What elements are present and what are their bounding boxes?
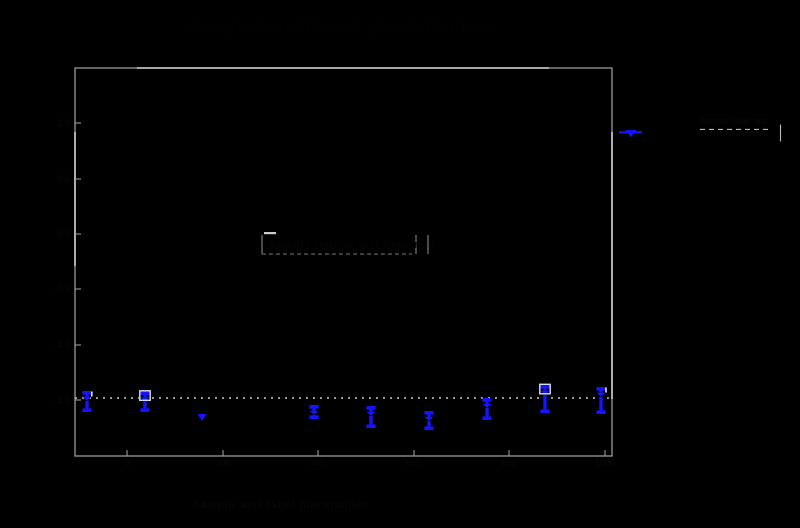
svg-text:0.0: 0.0 [57, 229, 70, 239]
svg-text:Sample axis label placeholder: Sample axis label placeholder [192, 499, 367, 511]
svg-text:600: 600 [406, 458, 421, 468]
svg-text:1000: 1000 [595, 458, 615, 468]
svg-text:-1.0: -1.0 [54, 340, 70, 350]
svg-text:sample label text: sample label text [700, 116, 768, 126]
svg-text:sample legend text here now: sample legend text here now [270, 239, 438, 251]
svg-text:-1.5: -1.5 [54, 395, 70, 405]
svg-text:1.0: 1.0 [57, 118, 70, 128]
svg-text:-0.5: -0.5 [54, 284, 70, 294]
svg-text:200: 200 [215, 458, 230, 468]
svg-text:800: 800 [501, 458, 516, 468]
svg-text:0: 0 [124, 458, 129, 468]
svg-text:Sample chart title text placeh: Sample chart title text placeholder here [190, 20, 495, 35]
svg-text:400: 400 [310, 458, 325, 468]
svg-text:0.5: 0.5 [57, 174, 70, 184]
